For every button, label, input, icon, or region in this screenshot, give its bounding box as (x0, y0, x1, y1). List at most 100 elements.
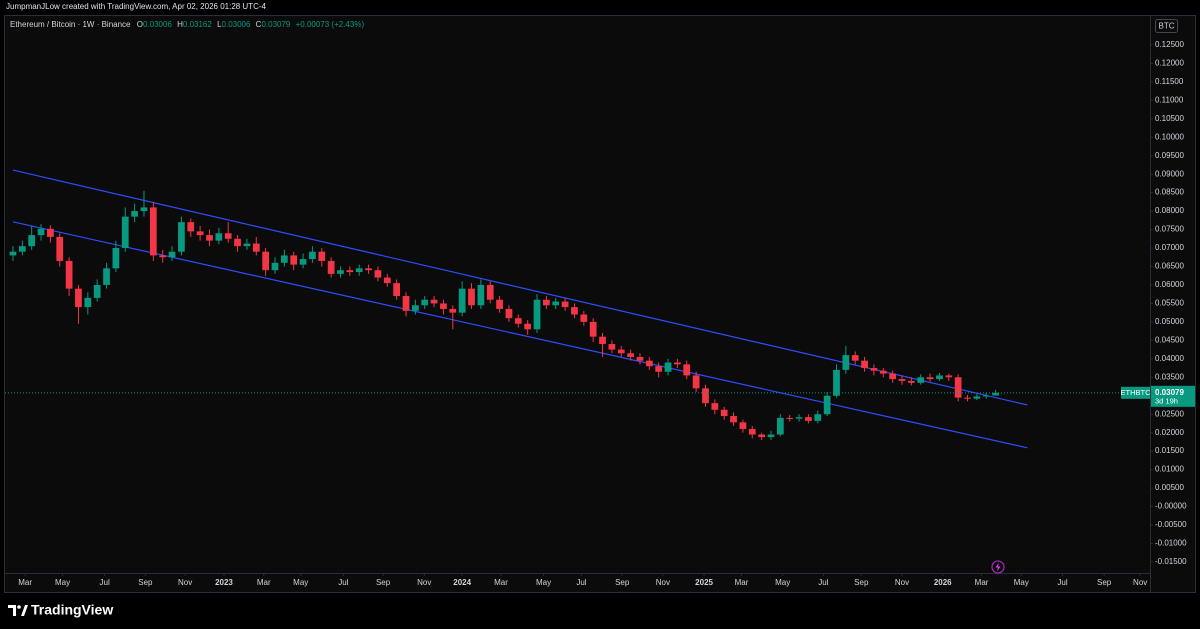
candle (851, 351, 859, 365)
candle-body (851, 355, 859, 361)
currency-box (1155, 19, 1178, 33)
candle-body (982, 395, 990, 397)
candle-body (683, 364, 691, 376)
candle (674, 358, 681, 369)
candle (327, 257, 335, 278)
change: +0.00073 (+2.43%) (296, 20, 365, 29)
y-tick-label: 0.10500 (1155, 114, 1184, 123)
candle-body (870, 368, 878, 371)
candle (103, 262, 110, 289)
candle (355, 264, 363, 276)
candle-body (224, 233, 232, 239)
candle-body (599, 336, 606, 345)
y-tick-label: 0.08500 (1155, 188, 1184, 197)
candle (458, 281, 466, 317)
y-tick-label: 0.02500 (1155, 409, 1184, 418)
candle-body (711, 403, 719, 410)
candle-body (645, 360, 653, 367)
candle-body (262, 251, 270, 271)
candle (411, 299, 419, 315)
candle (898, 375, 906, 385)
candle-body (833, 369, 840, 396)
candle-body (814, 414, 822, 421)
x-tick-label: Sep (138, 578, 153, 587)
l-value: 0.03006 (222, 20, 251, 29)
candle-body (776, 417, 784, 435)
candle-body (945, 375, 953, 378)
x-tick-label: Jul (1057, 578, 1067, 587)
candle (299, 253, 307, 269)
candle (917, 374, 925, 385)
candle (374, 266, 382, 282)
candle (290, 251, 298, 271)
candle-body (992, 392, 999, 396)
candle-body (280, 255, 288, 263)
candle (870, 364, 878, 376)
candle (505, 305, 513, 322)
candle-body (730, 416, 737, 423)
candle (75, 284, 82, 324)
candle (561, 297, 569, 311)
y-tick-label: 0.12500 (1155, 40, 1184, 49)
candle (805, 414, 812, 424)
c-value: 0.03079 (261, 20, 290, 29)
candle (748, 426, 756, 439)
channel-line (12, 221, 1028, 449)
candle (636, 353, 644, 365)
candle (477, 279, 485, 309)
candle-body (655, 366, 663, 372)
candle-body (936, 375, 943, 380)
x-tick-label: Sep (1097, 578, 1112, 587)
x-tick-label: Sep (376, 578, 391, 587)
candle-body (617, 349, 625, 354)
countdown: 3d 19h (1155, 396, 1178, 405)
x-tick-label: May (536, 578, 551, 587)
candle-body (580, 314, 588, 322)
brand: TradingView (31, 602, 113, 618)
candle-body (552, 301, 560, 306)
y-tick-label: 0.03500 (1155, 372, 1184, 381)
candle (243, 238, 251, 250)
candle (159, 249, 167, 263)
candle (842, 345, 850, 374)
candle-body (533, 299, 541, 330)
candle (178, 216, 185, 256)
candle-body (842, 355, 850, 370)
candle (168, 246, 176, 261)
header: JumpmanJLow created with TradingView.com… (6, 2, 267, 11)
candle-body (393, 283, 401, 297)
candle (552, 297, 560, 309)
candle-body (758, 434, 765, 438)
l-letter: L (217, 20, 222, 29)
candle-body (337, 270, 344, 274)
candle-body (964, 397, 971, 399)
x-tick-label: Nov (417, 578, 431, 587)
candle-body (496, 299, 503, 309)
candle (711, 399, 719, 415)
y-tick-label: -0.01500 (1155, 557, 1187, 566)
y-tick-label: -0.00000 (1155, 502, 1187, 511)
x-tick-label: Sep (854, 578, 869, 587)
x-tick-label: Jul (576, 578, 586, 587)
candle-body (861, 360, 868, 369)
candle-body (411, 305, 419, 311)
candle-body (374, 270, 382, 278)
x-tick-label: Mar (257, 578, 271, 587)
y-tick-label: 0.08000 (1155, 206, 1184, 215)
candle-body (889, 373, 897, 380)
candle (430, 296, 438, 308)
x-tick-label: May (293, 578, 308, 587)
candle (833, 364, 840, 398)
candle-body (206, 235, 213, 241)
y-tick-label: 0.07000 (1155, 243, 1184, 252)
candle-body (309, 251, 316, 260)
candle-body (692, 375, 700, 389)
candle-body (56, 236, 64, 261)
candle-body (187, 222, 195, 232)
candle-body (524, 323, 532, 330)
candle-body (93, 284, 101, 298)
candle (206, 229, 213, 247)
x-tick-label: Sep (615, 578, 630, 587)
candle (786, 414, 794, 422)
